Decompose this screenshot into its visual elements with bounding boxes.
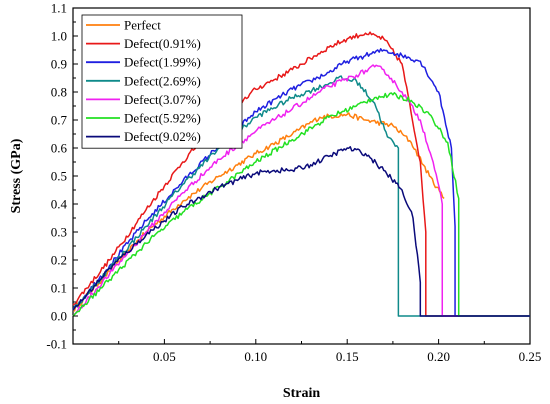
x-axis-title: Strain — [283, 386, 321, 401]
legend-label: Defect(3.07%) — [124, 92, 201, 107]
series-layer — [72, 31, 530, 317]
y-tick-label: 0.1 — [51, 281, 67, 296]
y-tick-label: 0.8 — [51, 85, 67, 100]
y-tick-label: 0.7 — [51, 113, 68, 128]
legend-label: Defect(2.69%) — [124, 73, 201, 88]
legend-label: Defect(9.02%) — [124, 129, 201, 144]
y-tick-label: 0.4 — [51, 197, 68, 212]
y-tick-label: 0.5 — [51, 169, 67, 184]
legend-label: Perfect — [124, 18, 161, 33]
y-tick-label: 0.3 — [51, 225, 67, 240]
y-tick-label: 0.2 — [51, 253, 67, 268]
y-tick-label: 0.0 — [51, 309, 67, 324]
x-tick-label: 0.15 — [336, 349, 359, 364]
y-tick-label: 0.6 — [51, 141, 68, 156]
y-tick-label: 1.1 — [51, 1, 67, 16]
y-axis-title: Stress (GPa) — [9, 138, 24, 213]
legend-label: Defect(0.91%) — [124, 36, 201, 51]
y-tick-label: 1.0 — [51, 29, 67, 44]
x-tick-label: 0.20 — [427, 349, 450, 364]
series-line-5 — [72, 92, 530, 317]
series-line-2 — [72, 48, 530, 317]
x-tick-label: 0.05 — [153, 349, 176, 364]
y-tick-label: -0.1 — [46, 337, 67, 352]
ticks-layer: -0.1 0.0 0.1 0.2 0.3 0.4 0.5 0.6 0.7 0.8 0.9 1.0 1.1… — [46, 1, 541, 365]
x-tick-label: 0.25 — [519, 349, 542, 364]
y-tick-label: 0.9 — [51, 57, 67, 72]
series-line-6 — [72, 146, 530, 317]
legend: Perfect Defect(0.91%) Defect(1.99%) Defect(… — [81, 14, 243, 149]
legend-label: Defect(1.99%) — [124, 55, 201, 70]
x-tick-label: 0.10 — [244, 349, 267, 364]
legend-label: Defect(5.92%) — [124, 111, 201, 126]
